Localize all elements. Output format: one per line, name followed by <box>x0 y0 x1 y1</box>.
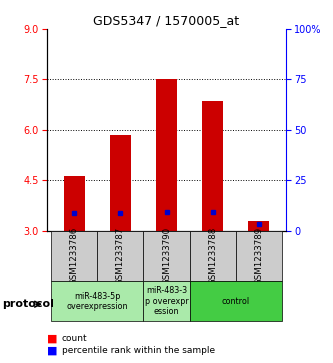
Text: GSM1233787: GSM1233787 <box>116 227 125 285</box>
Text: GSM1233789: GSM1233789 <box>254 227 263 285</box>
Text: ■: ■ <box>47 333 57 343</box>
FancyBboxPatch shape <box>144 231 189 281</box>
Text: miR-483-5p
overexpression: miR-483-5p overexpression <box>67 291 128 311</box>
Bar <box>156 79 177 231</box>
Bar <box>64 176 85 231</box>
FancyBboxPatch shape <box>144 281 189 321</box>
Bar <box>110 135 131 231</box>
Text: miR-483-3
p overexpr
ession: miR-483-3 p overexpr ession <box>145 286 188 316</box>
Bar <box>248 221 269 231</box>
Text: GDS5347 / 1570005_at: GDS5347 / 1570005_at <box>94 14 239 27</box>
Text: GSM1233788: GSM1233788 <box>208 227 217 285</box>
FancyBboxPatch shape <box>51 281 144 321</box>
Text: control: control <box>221 297 250 306</box>
FancyBboxPatch shape <box>189 281 282 321</box>
FancyBboxPatch shape <box>97 231 144 281</box>
Text: GSM1233786: GSM1233786 <box>70 227 79 285</box>
FancyBboxPatch shape <box>189 231 236 281</box>
Bar <box>202 101 223 231</box>
FancyBboxPatch shape <box>236 231 282 281</box>
Text: ■: ■ <box>47 345 57 355</box>
Text: GSM1233790: GSM1233790 <box>162 227 171 285</box>
Text: percentile rank within the sample: percentile rank within the sample <box>62 346 215 355</box>
Text: protocol: protocol <box>2 299 54 309</box>
Text: count: count <box>62 334 87 343</box>
FancyBboxPatch shape <box>51 231 97 281</box>
